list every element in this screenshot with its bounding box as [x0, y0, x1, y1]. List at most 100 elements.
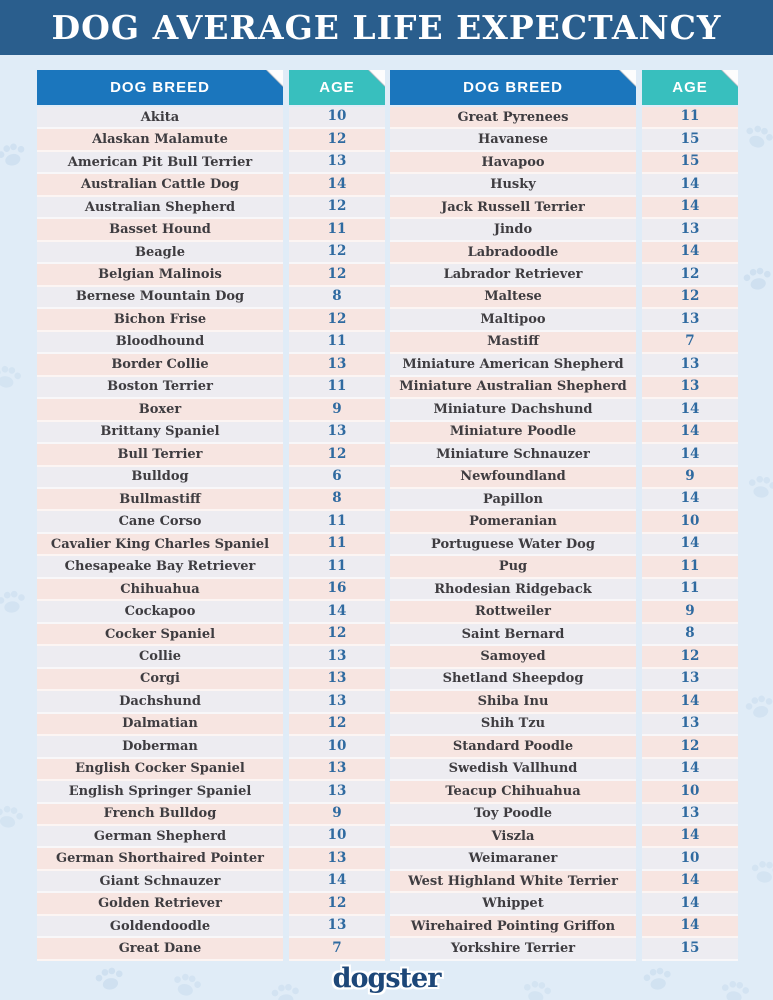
breed-cell: Saint Bernard — [390, 623, 636, 647]
breed-cell: Standard Poodle — [390, 736, 636, 759]
breed-cell: Labrador Retriever — [390, 264, 636, 287]
breed-cell: Shetland Sheepdog — [390, 668, 636, 692]
age-cell: 13 — [642, 803, 738, 826]
table-row: West Highland White Terrier 14 — [390, 870, 738, 894]
table-row: Golden Retriever 12 — [37, 893, 385, 916]
breed-cell: Miniature Australian Shepherd — [390, 376, 636, 400]
age-cell: 14 — [642, 399, 738, 422]
age-cell: 10 — [642, 848, 738, 871]
table-row: Whippet 14 — [390, 893, 738, 916]
breed-cell: Miniature Dachshund — [390, 399, 636, 422]
paw-print-icon — [0, 583, 30, 617]
paw-print-icon — [0, 357, 26, 392]
age-cell: 11 — [642, 107, 738, 130]
age-cell: 12 — [289, 713, 385, 737]
age-cell: 13 — [642, 354, 738, 377]
table-row: Bernese Mountain Dog 8 — [37, 286, 385, 310]
breed-cell: Weimaraner — [390, 848, 636, 871]
breed-cell: Maltipoo — [390, 309, 636, 332]
table-row: Boston Terrier 11 — [37, 376, 385, 400]
breed-cell: Australian Cattle Dog — [37, 174, 283, 197]
paw-print-icon — [739, 686, 773, 723]
breed-cell: Teacup Chihuahua — [390, 781, 636, 804]
breed-cell: Jack Russell Terrier — [390, 196, 636, 220]
breed-cell: Giant Schnauzer — [37, 870, 283, 894]
table-row: Belgian Malinois 12 — [37, 264, 385, 287]
age-cell: 11 — [642, 556, 738, 579]
breed-cell: Brittany Spaniel — [37, 421, 283, 445]
breed-cell: Cavalier King Charles Spaniel — [37, 533, 283, 557]
breed-cell: Australian Shepherd — [37, 196, 283, 220]
column-header-dog-breed: DOG BREED — [37, 70, 283, 105]
age-cell: 10 — [642, 781, 738, 804]
age-cell: 8 — [289, 488, 385, 512]
breed-cell: Portuguese Water Dog — [390, 533, 636, 557]
breed-cell: Newfoundland — [390, 466, 636, 489]
table-row: Doberman 10 — [37, 736, 385, 759]
age-cell: 8 — [289, 286, 385, 310]
table-row: Yorkshire Terrier 15 — [390, 938, 738, 961]
breed-cell: Boxer — [37, 399, 283, 422]
table-row: Pomeranian 10 — [390, 511, 738, 534]
table-row: Saint Bernard 8 — [390, 623, 738, 647]
table-row: Corgi 13 — [37, 668, 385, 692]
breed-cell: Whippet — [390, 893, 636, 916]
breed-cell: Great Pyrenees — [390, 107, 636, 130]
page-title: DOG AVERAGE LIFE EXPECTANCY — [51, 8, 722, 47]
table-row: Rhodesian Ridgeback 11 — [390, 578, 738, 602]
age-cell: 11 — [289, 376, 385, 400]
table-row: Australian Shepherd 12 — [37, 196, 385, 220]
table-row: Border Collie 13 — [37, 354, 385, 377]
age-cell: 15 — [642, 151, 738, 175]
table-row: Bullmastiff 8 — [37, 488, 385, 512]
table-row: Toy Poodle 13 — [390, 803, 738, 826]
title-banner: DOG AVERAGE LIFE EXPECTANCY — [0, 0, 773, 55]
breed-cell: Bernese Mountain Dog — [37, 286, 283, 310]
age-cell: 11 — [289, 511, 385, 534]
breed-cell: Bloodhound — [37, 331, 283, 355]
paw-print-icon — [738, 115, 773, 154]
table-row: German Shepherd 10 — [37, 826, 385, 849]
breed-cell: Bichon Frise — [37, 309, 283, 332]
breed-cell: Labradoodle — [390, 241, 636, 265]
paw-print-icon — [0, 797, 29, 833]
table-row: Havanese 15 — [390, 129, 738, 152]
age-cell: 14 — [289, 174, 385, 197]
table-row: Shetland Sheepdog 13 — [390, 668, 738, 692]
table-row: Great Pyrenees 11 — [390, 107, 738, 130]
breed-cell: Wirehaired Pointing Griffon — [390, 915, 636, 939]
breed-cell: Viszla — [390, 826, 636, 849]
table-row: Labrador Retriever 12 — [390, 264, 738, 287]
age-cell: 15 — [642, 938, 738, 961]
age-cell: 12 — [289, 264, 385, 287]
breed-cell: Toy Poodle — [390, 803, 636, 826]
breed-cell: Miniature Schnauzer — [390, 444, 636, 467]
age-cell: 12 — [642, 646, 738, 669]
table-row: Cavalier King Charles Spaniel 11 — [37, 533, 385, 557]
table-body: Akita 10 Alaskan Malamute 12 American Pit Bu… — [37, 107, 385, 961]
breed-cell: German Shorthaired Pointer — [37, 848, 283, 871]
table-row: Jindo 13 — [390, 219, 738, 242]
age-cell: 12 — [289, 241, 385, 265]
breed-cell: Belgian Malinois — [37, 264, 283, 287]
table-row: Dalmatian 12 — [37, 713, 385, 737]
age-cell: 7 — [289, 938, 385, 961]
breed-cell: Jindo — [390, 219, 636, 242]
age-cell: 12 — [642, 264, 738, 287]
age-cell: 10 — [289, 107, 385, 130]
table-row: Great Dane 7 — [37, 938, 385, 961]
age-cell: 12 — [642, 736, 738, 759]
breed-cell: Alaskan Malamute — [37, 129, 283, 152]
breed-cell: Beagle — [37, 241, 283, 265]
age-cell: 13 — [289, 151, 385, 175]
age-cell: 10 — [289, 826, 385, 849]
age-cell: 14 — [642, 174, 738, 197]
age-cell: 12 — [642, 286, 738, 310]
table-row: Rottweiler 9 — [390, 601, 738, 624]
age-cell: 13 — [642, 376, 738, 400]
table-row: Alaskan Malamute 12 — [37, 129, 385, 152]
table-row: Cockapoo 14 — [37, 601, 385, 624]
table-row: Bull Terrier 12 — [37, 444, 385, 467]
age-cell: 8 — [642, 623, 738, 647]
